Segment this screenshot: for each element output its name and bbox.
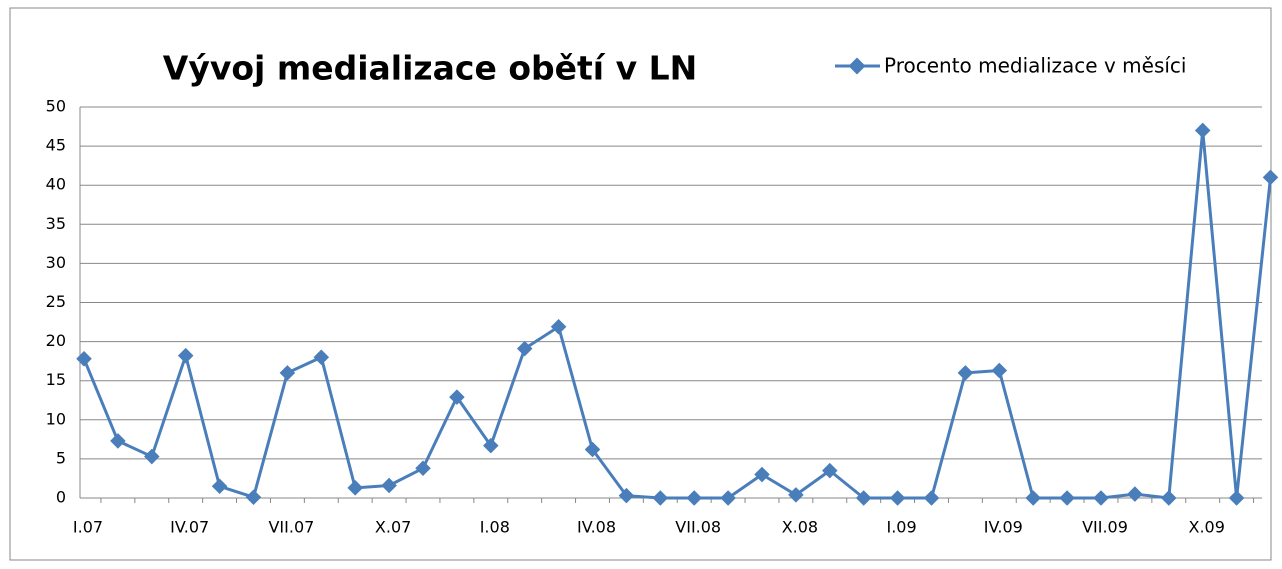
legend-marker (848, 57, 866, 75)
data-point (211, 478, 228, 495)
x-tick-label: VII.08 (675, 518, 721, 537)
x-tick-label: I.09 (887, 518, 917, 537)
x-tick-label: IV.07 (170, 518, 209, 537)
x-tick-label: X.07 (375, 518, 411, 537)
data-point (1161, 490, 1177, 506)
x-tick-label: X.08 (782, 518, 818, 537)
x-tick-label: I.08 (480, 518, 510, 537)
legend-label: Procento medializace v měsíci (884, 54, 1186, 78)
data-point (1262, 169, 1279, 186)
y-tick-label: 25 (46, 292, 66, 311)
data-point (1228, 490, 1245, 506)
y-tick-label: 0 (56, 488, 66, 507)
x-tick-label: IV.09 (984, 518, 1023, 537)
y-tick-label: 10 (46, 409, 66, 428)
legend: Procento medializace v měsíci (835, 54, 1186, 78)
y-tick-label: 35 (46, 214, 66, 233)
data-point (1093, 490, 1109, 506)
y-tick-label: 20 (46, 331, 66, 350)
x-tick-label: X.09 (1188, 518, 1224, 537)
data-point (1059, 490, 1075, 506)
y-tick-label: 5 (56, 448, 66, 467)
y-tick-label: 45 (46, 136, 66, 155)
x-tick-label: IV.08 (577, 518, 616, 537)
y-tick-label: 40 (46, 175, 66, 194)
x-tick-label: VII.09 (1082, 518, 1128, 537)
chart-border (9, 7, 1272, 561)
x-tick-label: VII.07 (268, 518, 314, 537)
data-point (1025, 490, 1041, 506)
y-tick-label: 50 (46, 97, 66, 116)
data-point (1194, 122, 1211, 139)
chart-title: Vývoj medializace obětí v LN (163, 49, 697, 88)
x-tick-label: I.07 (73, 518, 103, 537)
data-point (1127, 486, 1143, 502)
data-point (144, 448, 160, 465)
data-point (177, 347, 194, 364)
y-tick-label: 30 (46, 253, 66, 272)
y-tick-label: 15 (46, 370, 66, 389)
